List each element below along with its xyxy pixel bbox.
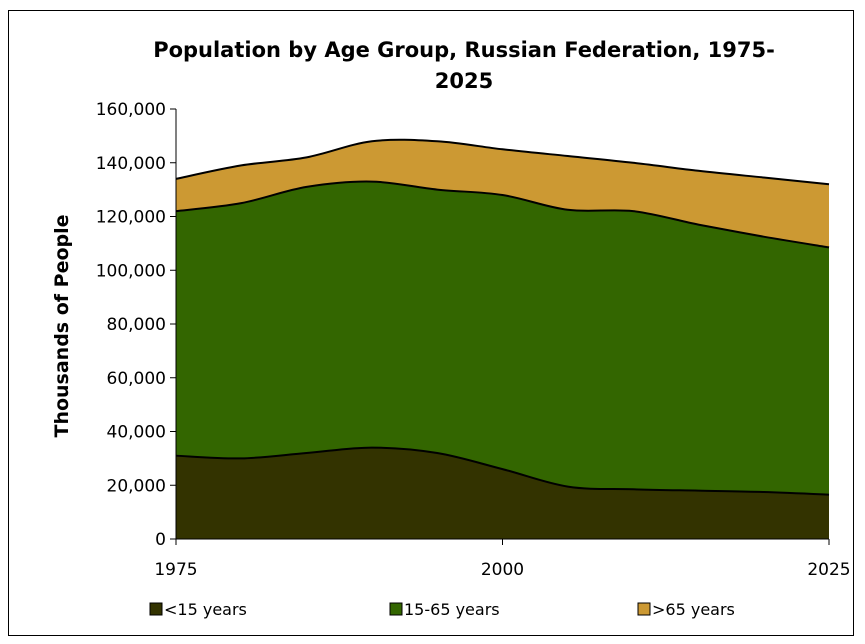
area-series-1 bbox=[176, 447, 829, 539]
y-tick-label: 80,000 bbox=[107, 315, 166, 335]
y-axis-label: Thousands of People bbox=[51, 214, 73, 437]
area-outline-series-2 bbox=[175, 180, 830, 249]
legend-swatch-2 bbox=[389, 602, 403, 616]
x-tick-label: 2000 bbox=[481, 560, 524, 580]
area-outline-series-3 bbox=[175, 138, 830, 186]
area-series-2 bbox=[176, 181, 829, 495]
chart-title-line-2: 2025 bbox=[435, 69, 493, 93]
x-tick-label: 1975 bbox=[154, 560, 197, 580]
y-tick-label: 120,000 bbox=[96, 208, 166, 228]
legend-label-1: <15 years bbox=[164, 600, 247, 619]
area-layers bbox=[175, 138, 830, 539]
y-tick-label: 20,000 bbox=[107, 476, 166, 496]
y-tick-label: 100,000 bbox=[96, 261, 166, 281]
legend-swatch-3 bbox=[637, 602, 651, 616]
area-series-3 bbox=[176, 139, 829, 248]
chart-title-line-1: Population by Age Group, Russian Federat… bbox=[153, 38, 775, 62]
x-tick-label: 2025 bbox=[807, 560, 850, 580]
legend: <15 years 15-65 years >65 years bbox=[149, 600, 735, 619]
y-tick-label: 160,000 bbox=[96, 100, 166, 120]
area-outline-series-1 bbox=[175, 446, 830, 496]
legend-label-3: >65 years bbox=[652, 600, 735, 619]
axes: 0 20,000 40,000 60,000 80,000 100,000 120,000 1… bbox=[96, 100, 851, 580]
legend-label-2: 15-65 years bbox=[404, 600, 500, 619]
legend-swatch-1 bbox=[149, 602, 163, 616]
y-tick-label: 40,000 bbox=[107, 423, 166, 443]
y-tick-label: 140,000 bbox=[96, 154, 166, 174]
y-tick-label: 60,000 bbox=[107, 369, 166, 389]
y-tick-label: 0 bbox=[155, 530, 166, 550]
